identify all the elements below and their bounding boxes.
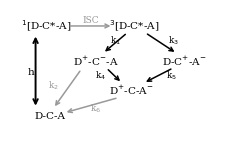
Text: k$_{5}$: k$_{5}$: [166, 69, 177, 82]
Text: k$_{3}$: k$_{3}$: [167, 34, 178, 46]
Text: k$_{1}$: k$_{1}$: [109, 34, 120, 46]
Text: k$_{4}$: k$_{4}$: [95, 69, 106, 82]
Text: $^{3}$[D-C*-A]: $^{3}$[D-C*-A]: [109, 18, 159, 34]
Text: D-C$^{+}$-A$^{-}$: D-C$^{+}$-A$^{-}$: [161, 55, 205, 68]
Text: h: h: [28, 68, 34, 77]
Text: D$^{+}$-C$^{-}$-A: D$^{+}$-C$^{-}$-A: [72, 55, 118, 68]
Text: $^{1}$[D-C*-A]: $^{1}$[D-C*-A]: [21, 18, 71, 34]
Text: D$^{+}$-C-A$^{-}$: D$^{+}$-C-A$^{-}$: [108, 84, 153, 98]
Text: k$_{6}$: k$_{6}$: [90, 102, 101, 115]
Text: D-C-A: D-C-A: [34, 112, 65, 121]
Text: ISC: ISC: [82, 16, 98, 25]
Text: k$_{2}$: k$_{2}$: [47, 79, 58, 92]
